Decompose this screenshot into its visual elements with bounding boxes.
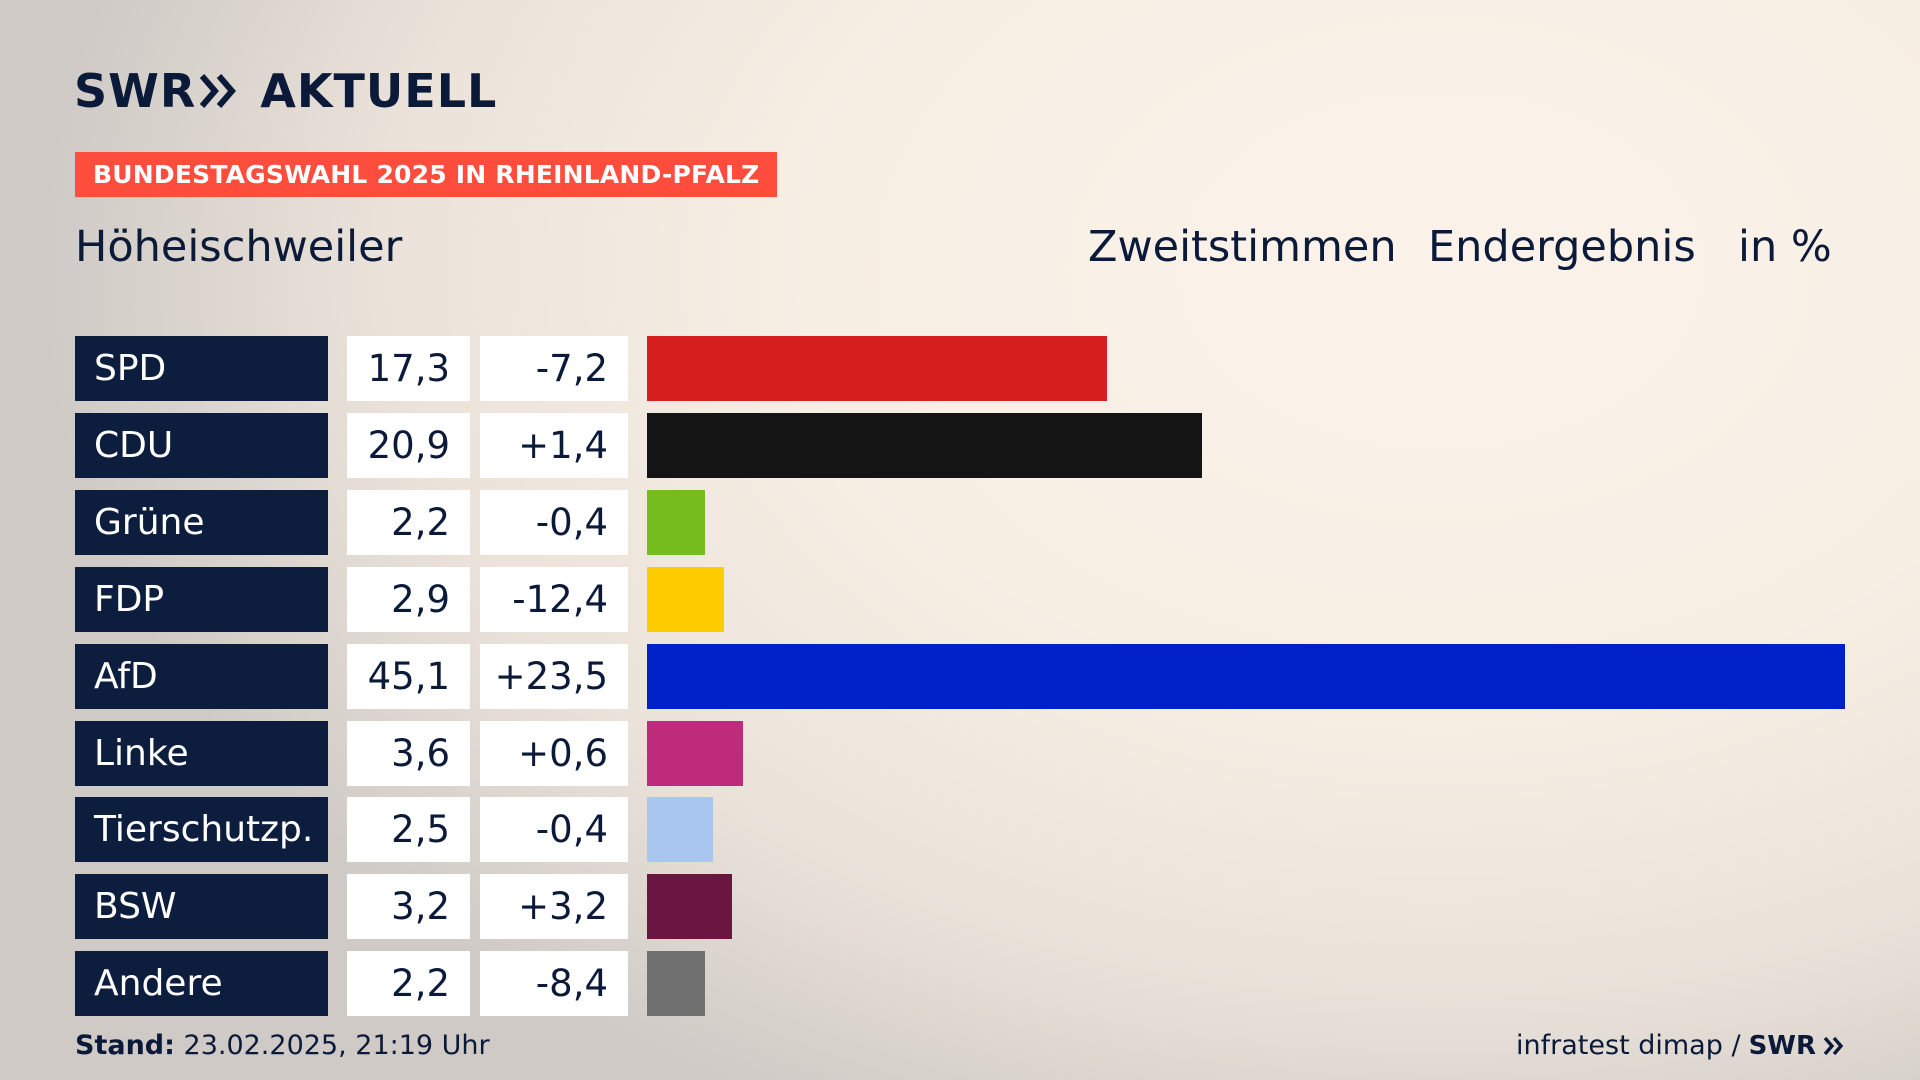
vote-share-bar [647, 951, 706, 1017]
timestamp-value: 23.02.2025, 21:19 Uhr [183, 1030, 490, 1061]
swr-aktuell-logo: SWR AKTUELL [74, 66, 497, 116]
party-label: Andere [75, 951, 328, 1017]
double-chevron-icon [200, 74, 237, 108]
result-status-header: Endergebnis [1428, 222, 1696, 272]
vote-change-value: -12,4 [480, 566, 628, 632]
double-chevron-icon [1824, 1036, 1844, 1055]
vote-change-value: -7,2 [480, 336, 628, 401]
unit-header: in % [1738, 222, 1832, 272]
party-label: CDU [75, 412, 328, 478]
vote-share-bar [647, 566, 725, 632]
party-row: Linke 3,6 +0,6 [0, 720, 1920, 786]
election-badge: BUNDESTAGSWAHL 2025 IN RHEINLAND-PFALZ [75, 152, 778, 197]
source-label: infratest dimap / [1516, 1030, 1741, 1061]
vote-change-value: -0,4 [480, 797, 628, 863]
party-row: CDU 20,9 +1,4 [0, 412, 1920, 478]
vote-share-bar [647, 336, 1107, 401]
vote-share-bar [647, 489, 706, 555]
vote-change-value: -0,4 [480, 489, 628, 555]
vote-share-bar [647, 797, 714, 863]
vote-change-value: +3,2 [480, 874, 628, 940]
party-label: Grüne [75, 489, 328, 555]
place-title: Höheischweiler [75, 222, 403, 272]
vote-share-bar [647, 643, 1845, 709]
vote-share-value: 20,9 [347, 412, 470, 478]
party-label: Tierschutzp. [75, 797, 328, 863]
swr-wordmark: SWR [74, 64, 197, 118]
vote-change-value: +1,4 [480, 412, 628, 478]
vote-share-value: 2,5 [347, 797, 470, 863]
party-row: Tierschutzp. 2,5 -0,4 [0, 797, 1920, 863]
party-label: Linke [75, 720, 328, 786]
party-row: BSW 3,2 +3,2 [0, 874, 1920, 940]
party-label: SPD [75, 336, 328, 401]
party-row: SPD 17,3 -7,2 [0, 336, 1920, 401]
party-row: FDP 2,9 -12,4 [0, 566, 1920, 632]
vote-share-value: 2,2 [347, 951, 470, 1017]
source-brand: SWR [1748, 1030, 1816, 1061]
swr-logo: SWR [74, 68, 238, 114]
vote-share-bar [647, 720, 743, 786]
vote-change-value: +0,6 [480, 720, 628, 786]
party-label: BSW [75, 874, 328, 940]
party-row: Grüne 2,2 -0,4 [0, 489, 1920, 555]
vote-share-value: 17,3 [347, 336, 470, 401]
party-row: Andere 2,2 -8,4 [0, 951, 1920, 1017]
party-row: AfD 45,1 +23,5 [0, 643, 1920, 709]
vote-share-value: 3,2 [347, 874, 470, 940]
party-label: AfD [75, 643, 328, 709]
vote-share-value: 2,9 [347, 566, 470, 632]
timestamp: Stand: 23.02.2025, 21:19 Uhr [75, 1030, 490, 1061]
party-label: FDP [75, 566, 328, 632]
vote-type-header: Zweitstimmen [1088, 222, 1397, 272]
source-credit: infratest dimap / SWR [1516, 1030, 1844, 1061]
aktuell-wordmark: AKTUELL [260, 64, 498, 118]
vote-share-value: 45,1 [347, 643, 470, 709]
vote-share-value: 2,2 [347, 489, 470, 555]
vote-share-value: 3,6 [347, 720, 470, 786]
timestamp-label: Stand: [75, 1030, 175, 1061]
vote-change-value: +23,5 [480, 643, 628, 709]
vote-change-value: -8,4 [480, 951, 628, 1017]
vote-share-bar [647, 874, 732, 940]
vote-share-bar [647, 412, 1203, 478]
